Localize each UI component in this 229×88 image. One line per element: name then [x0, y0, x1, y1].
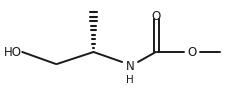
- Text: HO: HO: [4, 45, 22, 59]
- Text: O: O: [151, 10, 161, 23]
- Text: H: H: [126, 75, 134, 85]
- Text: O: O: [188, 45, 197, 59]
- Text: N: N: [126, 60, 134, 73]
